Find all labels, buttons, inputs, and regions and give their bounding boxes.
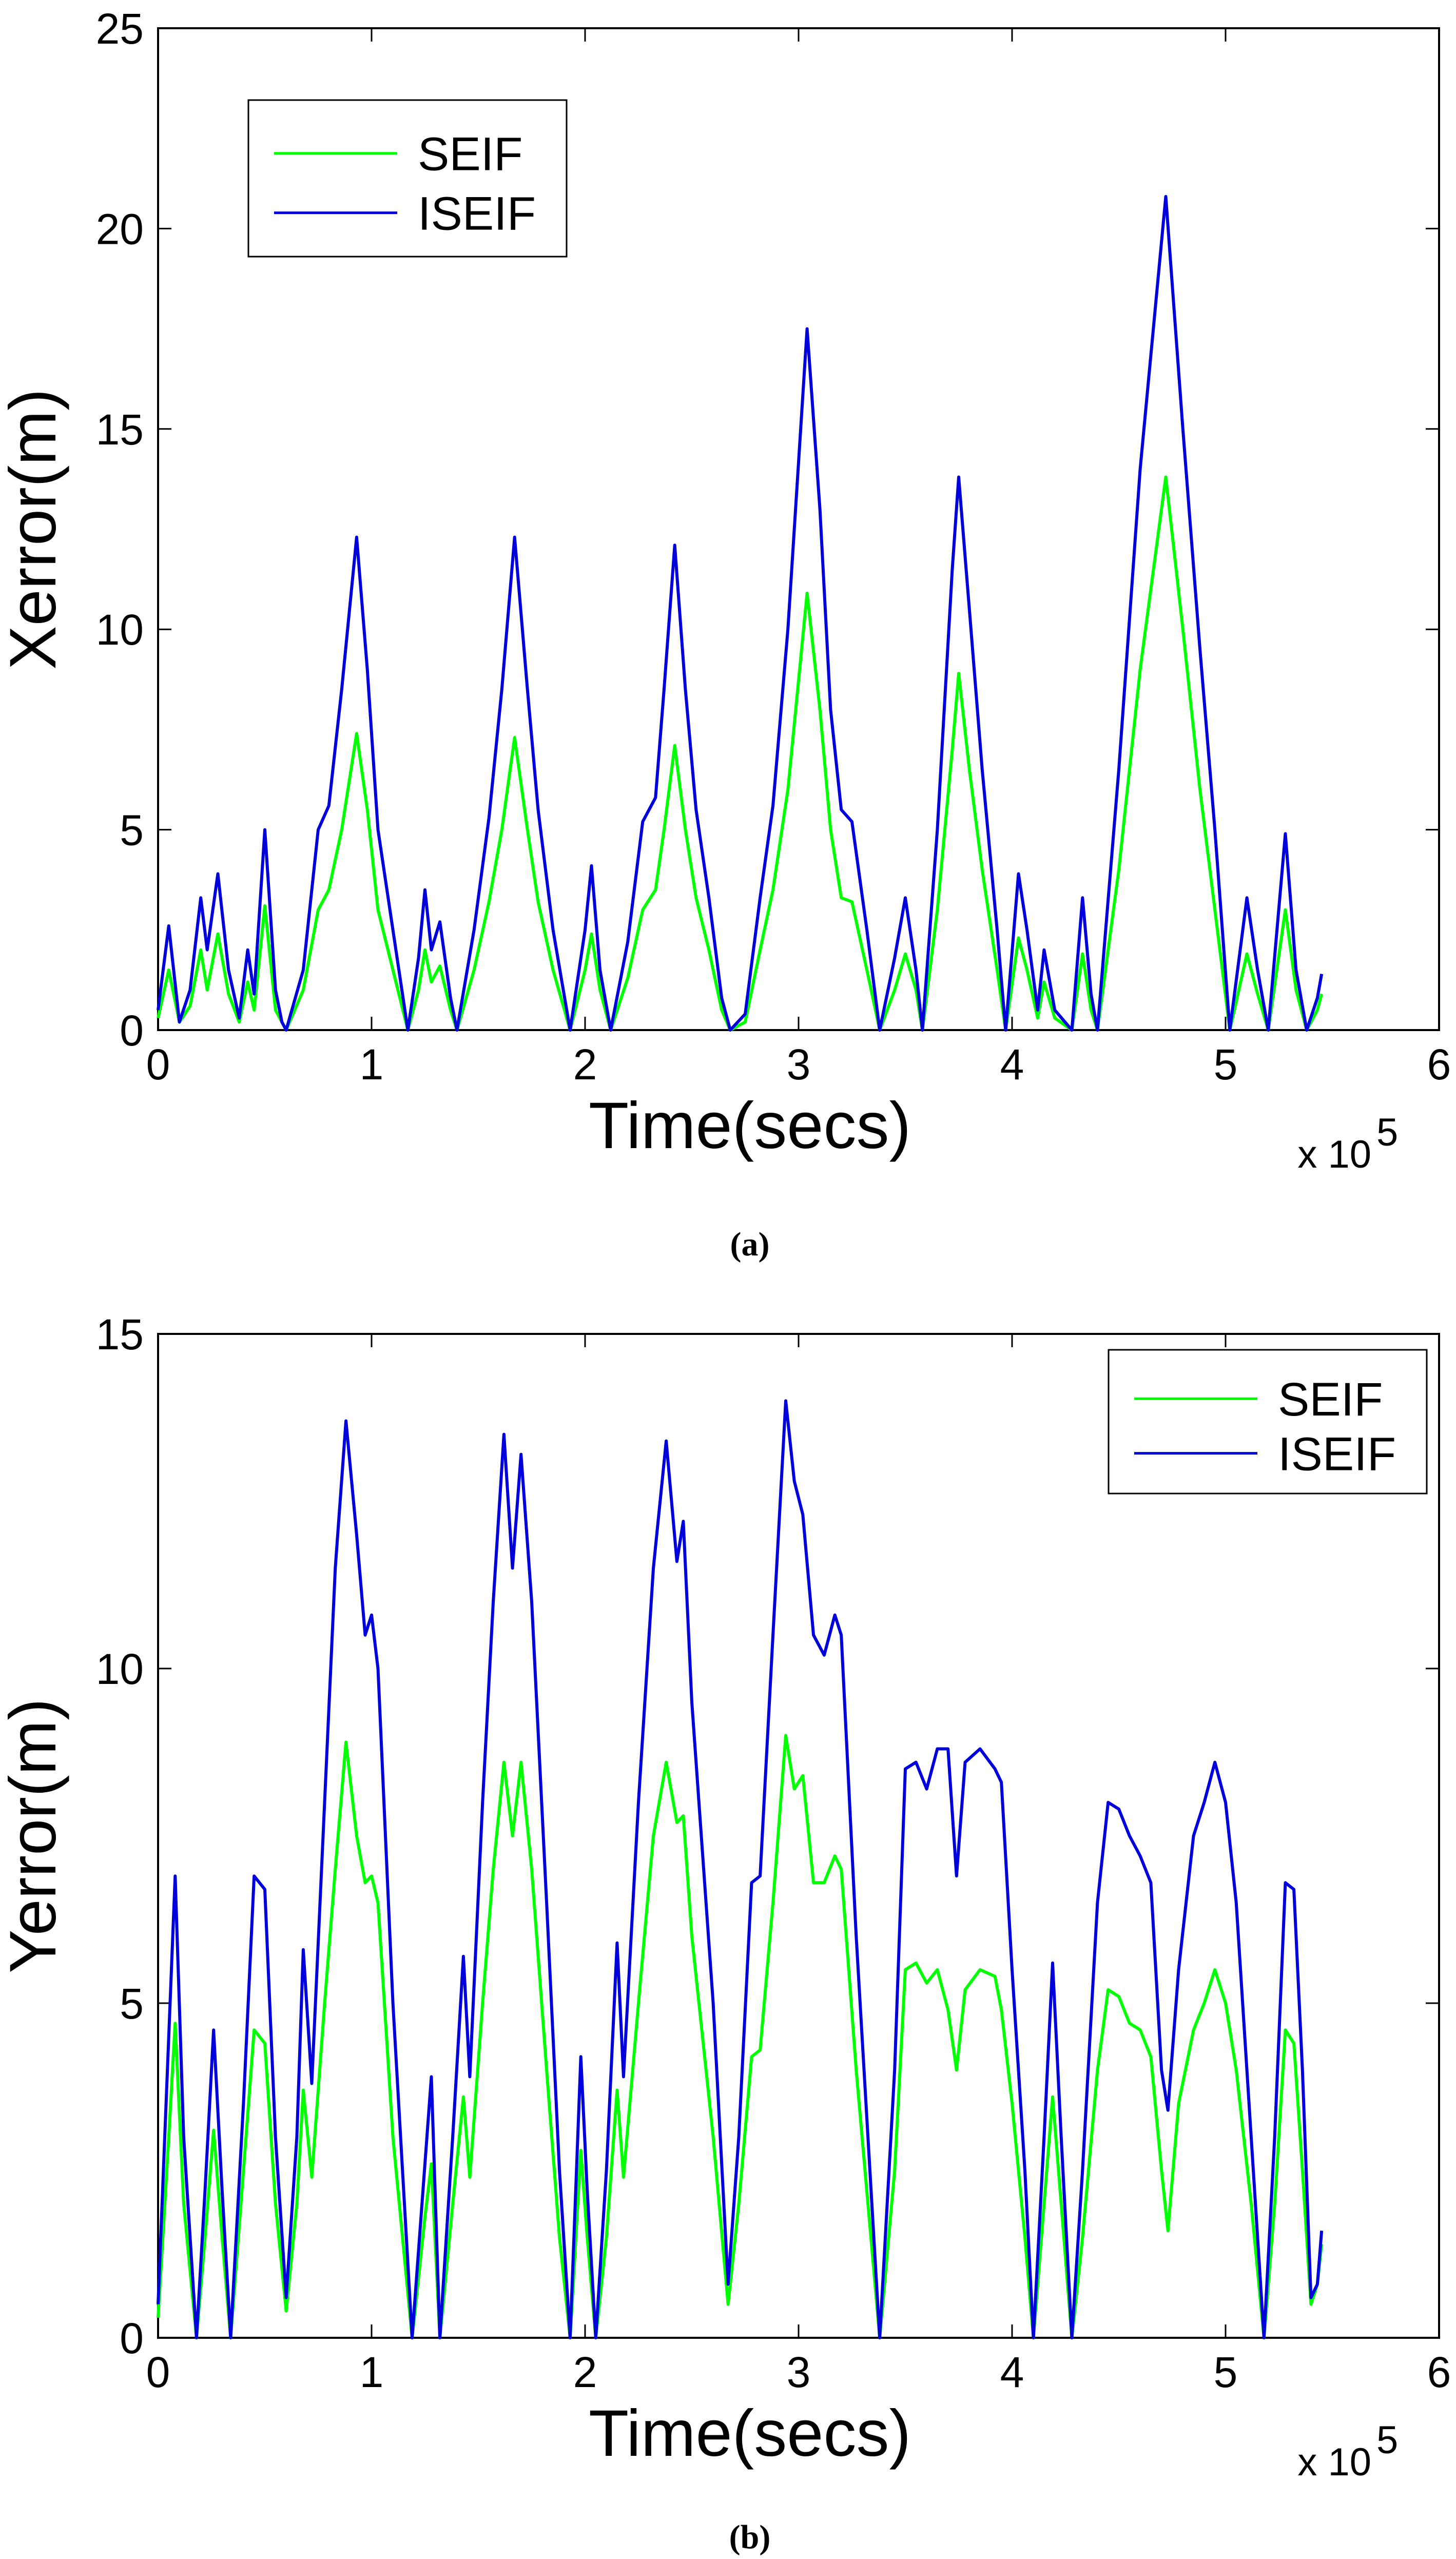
series-line-seif	[157, 475, 1324, 1032]
y-tick-label: 15	[96, 405, 144, 454]
y-axis-label: Yerror(m)	[0, 1698, 70, 1973]
x-axis-label: Time(secs)	[589, 2397, 911, 2470]
y-tick-label: 0	[120, 2314, 144, 2362]
x-tick-label: 2	[573, 2348, 597, 2396]
legend: SEIF ISEIF	[247, 99, 568, 258]
y-tick-label: 10	[96, 606, 144, 654]
x-tick-label: 4	[1000, 1040, 1024, 1089]
legend-box	[247, 99, 568, 258]
x-axis-multiplier-exponent: 5	[1376, 2418, 1398, 2462]
x-tick-label: 6	[1427, 1040, 1451, 1089]
y-axis-label: Xerror(m)	[0, 389, 70, 670]
y-tick-label: 10	[96, 1645, 144, 1693]
x-tick-label: 2	[573, 1040, 597, 1089]
x-tick-label: 6	[1427, 2348, 1451, 2396]
y-tick-label: 5	[120, 806, 144, 855]
x-tick-label: 3	[787, 1040, 811, 1089]
figure-caption: (b)	[729, 2518, 771, 2556]
x-tick-label: 5	[1214, 1040, 1238, 1089]
legend-label-seif: SEIF	[1278, 1373, 1383, 1426]
series-line-iseif	[157, 1399, 1324, 2339]
x-axis-multiplier: x 10	[1297, 1133, 1371, 1176]
x-tick-label: 0	[146, 1040, 170, 1089]
x-axis-multiplier-exponent: 5	[1376, 1111, 1398, 1154]
figure-caption: (a)	[730, 1226, 770, 1263]
x-tick-label: 1	[360, 1040, 384, 1089]
y-tick-label: 20	[96, 205, 144, 253]
x-axis-multiplier: x 10	[1297, 2440, 1371, 2484]
y-tick-label: 15	[96, 1310, 144, 1359]
series-line-iseif	[157, 195, 1324, 1032]
y-tick-label: 0	[120, 1006, 144, 1055]
x-tick-label: 0	[146, 2348, 170, 2396]
y-tick-label: 25	[96, 5, 144, 53]
series-line-seif	[157, 1734, 1324, 2339]
x-tick-label: 5	[1214, 2348, 1238, 2396]
y-tick-label: 5	[120, 1980, 144, 2028]
x-axis-label: Time(secs)	[589, 1089, 911, 1162]
x-tick-label: 3	[787, 2348, 811, 2396]
x-tick-label: 4	[1000, 2348, 1024, 2396]
legend-label-iseif: ISEIF	[418, 188, 536, 240]
legend-label-seif: SEIF	[418, 128, 522, 181]
x-tick-label: 1	[360, 2348, 384, 2396]
legend-box	[1108, 1349, 1428, 1495]
legend-label-iseif: ISEIF	[1278, 1428, 1396, 1481]
